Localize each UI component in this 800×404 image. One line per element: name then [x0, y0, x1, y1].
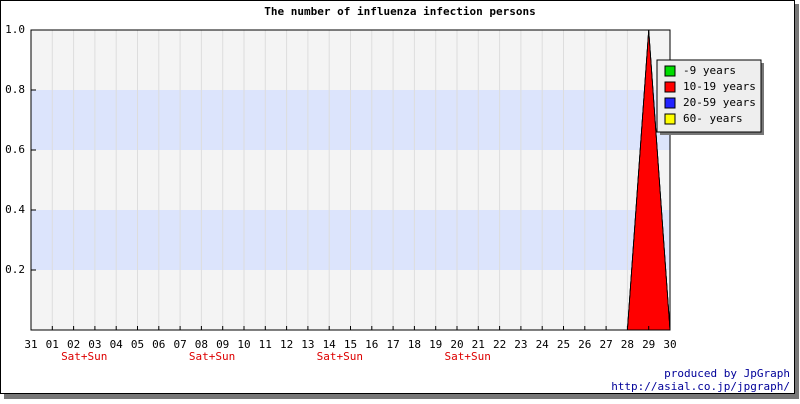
- legend-label: -9 years: [683, 64, 736, 77]
- x-tick-label: 07: [173, 338, 186, 351]
- credit: produced by JpGraph: [664, 367, 790, 380]
- weekend-label: Sat+Sun: [317, 350, 363, 363]
- x-tick-label: 06: [152, 338, 165, 351]
- legend-swatch: [664, 97, 676, 109]
- x-tick-label: 21: [472, 338, 485, 351]
- legend-swatch: [664, 65, 676, 77]
- x-tick-label: 13: [301, 338, 314, 351]
- x-tick-label: 30: [663, 338, 676, 351]
- x-tick-label: 12: [280, 338, 293, 351]
- x-tick-label: 11: [259, 338, 272, 351]
- x-tick-label: 20: [450, 338, 463, 351]
- weekend-label: Sat+Sun: [61, 350, 107, 363]
- legend-label: 10-19 years: [683, 80, 756, 93]
- x-tick-label: 24: [536, 338, 550, 351]
- credit: http://asial.co.jp/jpgraph/: [611, 380, 790, 393]
- y-tick-label: 0.4: [5, 203, 25, 216]
- legend-swatch: [664, 113, 676, 125]
- x-tick-label: 22: [493, 338, 506, 351]
- x-tick-label: 19: [429, 338, 442, 351]
- legend-label: 60- years: [683, 112, 743, 125]
- x-tick-label: 01: [46, 338, 59, 351]
- x-tick-label: 15: [344, 338, 357, 351]
- x-tick-label: 25: [557, 338, 570, 351]
- x-tick-label: 23: [514, 338, 527, 351]
- y-tick-label: 0.8: [5, 83, 25, 96]
- x-tick-label: 16: [365, 338, 378, 351]
- x-tick-label: 09: [216, 338, 229, 351]
- x-tick-label: 18: [408, 338, 421, 351]
- x-tick-label: 26: [578, 338, 591, 351]
- weekend-label: Sat+Sun: [444, 350, 490, 363]
- x-tick-label: 05: [131, 338, 144, 351]
- legend-label: 20-59 years: [683, 96, 756, 109]
- x-tick-label: 17: [386, 338, 399, 351]
- x-tick-label: 08: [195, 338, 208, 351]
- x-tick-label: 27: [599, 338, 612, 351]
- x-tick-label: 02: [67, 338, 80, 351]
- x-tick-label: 10: [237, 338, 250, 351]
- chart-title: The number of influenza infection person…: [264, 5, 536, 18]
- x-tick-label: 29: [642, 338, 655, 351]
- weekend-label: Sat+Sun: [189, 350, 235, 363]
- x-tick-label: 28: [621, 338, 634, 351]
- x-tick-label: 31: [24, 338, 37, 351]
- y-tick-label: 1.0: [5, 23, 25, 36]
- y-tick-label: 0.6: [5, 143, 25, 156]
- x-tick-label: 04: [110, 338, 124, 351]
- x-tick-label: 14: [323, 338, 337, 351]
- y-tick-label: 0.2: [5, 263, 25, 276]
- x-tick-label: 03: [88, 338, 101, 351]
- legend-swatch: [664, 81, 676, 93]
